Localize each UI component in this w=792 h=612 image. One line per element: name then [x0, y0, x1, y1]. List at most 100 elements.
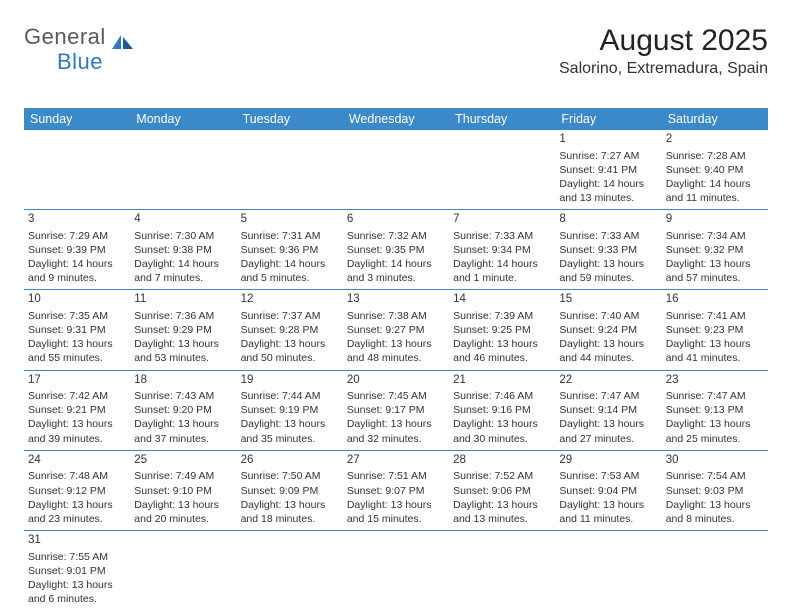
day-sunrise: Sunrise: 7:53 AM — [559, 469, 657, 483]
day-number: 20 — [347, 373, 445, 389]
day-sunrise: Sunrise: 7:51 AM — [347, 469, 445, 483]
day-daylight2: and 46 minutes. — [453, 351, 551, 365]
day-number: 17 — [28, 373, 126, 389]
day-sunrise: Sunrise: 7:54 AM — [666, 469, 764, 483]
day-sunset: Sunset: 9:31 PM — [28, 323, 126, 337]
day-number: 22 — [559, 373, 657, 389]
location-text: Salorino, Extremadura, Spain — [559, 60, 768, 78]
dayheader-friday: Friday — [555, 108, 661, 130]
day-sunset: Sunset: 9:07 PM — [347, 484, 445, 498]
day-sunset: Sunset: 9:28 PM — [241, 323, 339, 337]
day-number: 31 — [28, 533, 126, 549]
day-sunrise: Sunrise: 7:52 AM — [453, 469, 551, 483]
calendar-cell: 11Sunrise: 7:36 AMSunset: 9:29 PMDayligh… — [130, 290, 236, 370]
calendar-cell: 5Sunrise: 7:31 AMSunset: 9:36 PMDaylight… — [237, 210, 343, 290]
day-sunrise: Sunrise: 7:41 AM — [666, 309, 764, 323]
day-daylight2: and 5 minutes. — [241, 271, 339, 285]
day-sunrise: Sunrise: 7:32 AM — [347, 229, 445, 243]
calendar-cell — [449, 531, 555, 611]
day-sunrise: Sunrise: 7:34 AM — [666, 229, 764, 243]
calendar-row: 24Sunrise: 7:48 AMSunset: 9:12 PMDayligh… — [24, 450, 768, 530]
day-sunset: Sunset: 9:09 PM — [241, 484, 339, 498]
day-daylight2: and 32 minutes. — [347, 432, 445, 446]
calendar-cell: 25Sunrise: 7:49 AMSunset: 9:10 PMDayligh… — [130, 450, 236, 530]
day-number: 2 — [666, 132, 764, 148]
day-sunset: Sunset: 9:17 PM — [347, 403, 445, 417]
day-number: 7 — [453, 212, 551, 228]
day-number: 23 — [666, 373, 764, 389]
day-daylight1: Daylight: 13 hours — [28, 417, 126, 431]
day-sunrise: Sunrise: 7:39 AM — [453, 309, 551, 323]
calendar-body: 1Sunrise: 7:27 AMSunset: 9:41 PMDaylight… — [24, 130, 768, 610]
day-daylight2: and 53 minutes. — [134, 351, 232, 365]
day-sunrise: Sunrise: 7:45 AM — [347, 389, 445, 403]
day-daylight2: and 41 minutes. — [666, 351, 764, 365]
day-daylight1: Daylight: 13 hours — [28, 578, 126, 592]
day-number: 21 — [453, 373, 551, 389]
day-sunset: Sunset: 9:25 PM — [453, 323, 551, 337]
day-sunset: Sunset: 9:01 PM — [28, 564, 126, 578]
day-number: 30 — [666, 453, 764, 469]
day-daylight2: and 48 minutes. — [347, 351, 445, 365]
calendar-cell: 26Sunrise: 7:50 AMSunset: 9:09 PMDayligh… — [237, 450, 343, 530]
day-daylight2: and 1 minute. — [453, 271, 551, 285]
day-number: 25 — [134, 453, 232, 469]
calendar-row: 1Sunrise: 7:27 AMSunset: 9:41 PMDaylight… — [24, 130, 768, 210]
day-sunrise: Sunrise: 7:44 AM — [241, 389, 339, 403]
title-block: August 2025 Salorino, Extremadura, Spain — [559, 24, 768, 78]
day-daylight2: and 11 minutes. — [559, 512, 657, 526]
calendar-cell — [555, 531, 661, 611]
calendar-cell: 10Sunrise: 7:35 AMSunset: 9:31 PMDayligh… — [24, 290, 130, 370]
day-daylight1: Daylight: 14 hours — [347, 257, 445, 271]
day-sunrise: Sunrise: 7:47 AM — [666, 389, 764, 403]
day-sunset: Sunset: 9:41 PM — [559, 163, 657, 177]
day-number: 8 — [559, 212, 657, 228]
day-daylight2: and 59 minutes. — [559, 271, 657, 285]
day-daylight2: and 50 minutes. — [241, 351, 339, 365]
day-sunset: Sunset: 9:34 PM — [453, 243, 551, 257]
day-daylight2: and 3 minutes. — [347, 271, 445, 285]
day-daylight1: Daylight: 13 hours — [241, 417, 339, 431]
calendar-row: 3Sunrise: 7:29 AMSunset: 9:39 PMDaylight… — [24, 210, 768, 290]
day-daylight2: and 15 minutes. — [347, 512, 445, 526]
day-number: 9 — [666, 212, 764, 228]
dayheader-saturday: Saturday — [662, 108, 768, 130]
day-sunrise: Sunrise: 7:50 AM — [241, 469, 339, 483]
calendar-cell — [662, 531, 768, 611]
day-daylight2: and 13 minutes. — [559, 191, 657, 205]
day-daylight1: Daylight: 14 hours — [453, 257, 551, 271]
calendar-cell: 9Sunrise: 7:34 AMSunset: 9:32 PMDaylight… — [662, 210, 768, 290]
day-sunset: Sunset: 9:19 PM — [241, 403, 339, 417]
calendar-table: Sunday Monday Tuesday Wednesday Thursday… — [24, 108, 768, 610]
calendar-cell — [24, 130, 130, 210]
calendar-cell: 7Sunrise: 7:33 AMSunset: 9:34 PMDaylight… — [449, 210, 555, 290]
day-daylight2: and 23 minutes. — [28, 512, 126, 526]
day-sunrise: Sunrise: 7:36 AM — [134, 309, 232, 323]
calendar-cell: 28Sunrise: 7:52 AMSunset: 9:06 PMDayligh… — [449, 450, 555, 530]
calendar-cell: 24Sunrise: 7:48 AMSunset: 9:12 PMDayligh… — [24, 450, 130, 530]
day-sunset: Sunset: 9:32 PM — [666, 243, 764, 257]
day-number: 12 — [241, 292, 339, 308]
calendar-cell: 12Sunrise: 7:37 AMSunset: 9:28 PMDayligh… — [237, 290, 343, 370]
day-daylight2: and 18 minutes. — [241, 512, 339, 526]
calendar-cell: 6Sunrise: 7:32 AMSunset: 9:35 PMDaylight… — [343, 210, 449, 290]
day-daylight1: Daylight: 13 hours — [559, 498, 657, 512]
day-daylight1: Daylight: 14 hours — [28, 257, 126, 271]
day-daylight1: Daylight: 13 hours — [453, 337, 551, 351]
day-sunset: Sunset: 9:20 PM — [134, 403, 232, 417]
day-number: 27 — [347, 453, 445, 469]
calendar-cell: 1Sunrise: 7:27 AMSunset: 9:41 PMDaylight… — [555, 130, 661, 210]
calendar-cell: 22Sunrise: 7:47 AMSunset: 9:14 PMDayligh… — [555, 370, 661, 450]
day-sunset: Sunset: 9:14 PM — [559, 403, 657, 417]
day-sunrise: Sunrise: 7:47 AM — [559, 389, 657, 403]
day-daylight1: Daylight: 14 hours — [134, 257, 232, 271]
calendar-cell: 13Sunrise: 7:38 AMSunset: 9:27 PMDayligh… — [343, 290, 449, 370]
day-daylight1: Daylight: 13 hours — [453, 498, 551, 512]
day-sunset: Sunset: 9:13 PM — [666, 403, 764, 417]
day-daylight1: Daylight: 13 hours — [559, 257, 657, 271]
day-sunset: Sunset: 9:23 PM — [666, 323, 764, 337]
day-daylight1: Daylight: 14 hours — [666, 177, 764, 191]
calendar-head: Sunday Monday Tuesday Wednesday Thursday… — [24, 108, 768, 130]
day-sunset: Sunset: 9:35 PM — [347, 243, 445, 257]
day-sunrise: Sunrise: 7:27 AM — [559, 149, 657, 163]
